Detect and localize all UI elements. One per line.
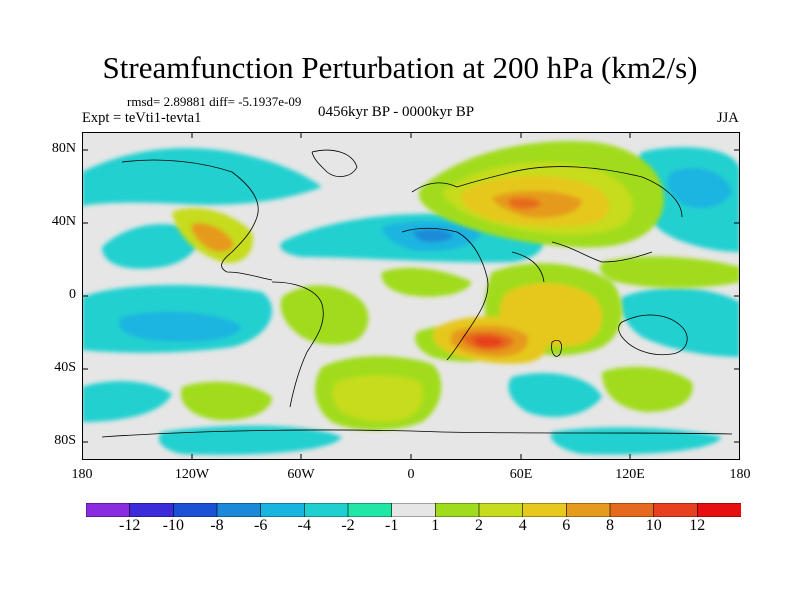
colorbar-label: 10 — [645, 517, 662, 534]
map-plot — [82, 132, 740, 460]
colorbar-swatch — [347, 503, 393, 517]
y-tick-label: 80S — [54, 433, 76, 448]
colorbar-swatch — [653, 503, 699, 517]
colorbar-label: -4 — [297, 517, 311, 534]
x-tick-label: 0 — [407, 467, 415, 482]
colorbar-swatch — [216, 503, 262, 517]
x-tick-label: 120E — [615, 467, 645, 482]
colorbar-swatch — [304, 503, 349, 517]
x-tick-label: 60E — [509, 467, 533, 482]
negative-contours — [82, 147, 740, 455]
colorbar-label: -2 — [341, 517, 355, 534]
stats-text: rmsd= 2.89881 diff= -5.1937e-09 — [127, 94, 302, 109]
colorbar-label: 2 — [475, 517, 483, 534]
coastlines — [101, 149, 733, 438]
colorbar-swatch — [173, 503, 218, 517]
colorbar-label: 8 — [606, 517, 614, 534]
colorbar-label: -6 — [254, 517, 268, 534]
colorbar-swatch — [697, 503, 741, 517]
colorbar-swatch — [129, 503, 175, 517]
positive-contours — [172, 141, 740, 431]
x-tick-label: 120W — [174, 467, 210, 482]
y-tick-label: 40S — [54, 360, 76, 375]
colorbar-label: 4 — [518, 517, 527, 534]
x-tick-label: 180 — [71, 467, 93, 482]
map-title: Streamfunction Perturbation at 200 hPa (… — [102, 50, 698, 85]
experiment-label: Expt = teVti1-tevta1 — [82, 110, 202, 126]
colorbar-swatch — [435, 503, 480, 517]
colorbar-label: -8 — [210, 517, 224, 534]
x-tick-label: 180 — [729, 467, 751, 482]
x-tick-label: 60W — [287, 467, 315, 482]
colorbar-swatch — [478, 503, 524, 517]
period-label: 0456kyr BP - 0000kyr BP — [318, 104, 475, 120]
colorbar-label: 6 — [562, 517, 571, 534]
colorbar-swatch — [522, 503, 568, 517]
colorbar-label: 12 — [689, 517, 706, 534]
colorbar-swatch — [86, 503, 131, 517]
colorbar-label: -12 — [119, 517, 141, 534]
colorbar-label: 1 — [431, 517, 440, 534]
y-tick-label: 80N — [51, 141, 76, 156]
colorbar-swatch — [260, 503, 306, 517]
colorbar — [86, 503, 741, 517]
season-label: JJA — [717, 110, 739, 126]
colorbar-label: -1 — [385, 517, 399, 534]
y-tick-label: 40N — [51, 214, 76, 229]
axis-ticks — [82, 132, 740, 460]
y-tick-label: 0 — [69, 287, 76, 302]
colorbar-swatch — [566, 503, 611, 517]
colorbar-swatch — [609, 503, 655, 517]
colorbar-label: -10 — [162, 517, 184, 534]
colorbar-swatch — [391, 503, 437, 517]
